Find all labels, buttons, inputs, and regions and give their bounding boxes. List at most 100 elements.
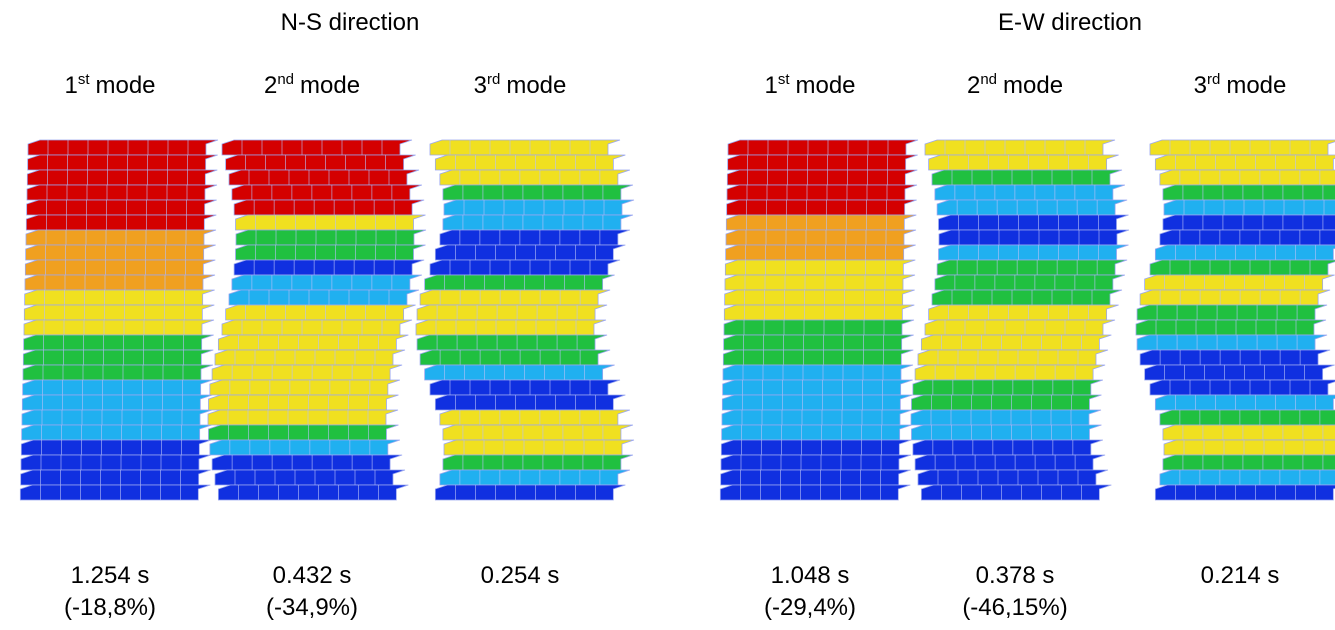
floor xyxy=(918,350,1108,365)
floor xyxy=(726,230,916,245)
floor xyxy=(939,230,1129,245)
floor xyxy=(229,170,419,185)
floor xyxy=(24,305,214,320)
floor xyxy=(726,245,916,260)
figure: N-S direction1stmode1.254 s(-18,8%)2ndmo… xyxy=(0,0,1335,630)
floor xyxy=(727,170,917,185)
floor xyxy=(208,425,398,440)
floor xyxy=(215,350,405,365)
floor xyxy=(25,290,215,305)
floor xyxy=(727,200,917,215)
mode-word: mode xyxy=(795,72,855,99)
floor xyxy=(212,455,402,470)
floor xyxy=(1163,425,1335,440)
mode-word: mode xyxy=(95,72,155,99)
floor xyxy=(425,365,615,380)
floor xyxy=(232,185,422,200)
floor xyxy=(23,350,213,365)
floor xyxy=(218,485,408,500)
mode-suffix: nd xyxy=(980,71,997,88)
floor xyxy=(929,305,1119,320)
floor xyxy=(232,275,422,290)
floor xyxy=(435,155,625,170)
floor xyxy=(918,470,1108,485)
floor xyxy=(416,320,606,335)
floor xyxy=(911,410,1101,425)
floor xyxy=(23,365,213,380)
floor xyxy=(939,215,1129,230)
floor xyxy=(440,470,630,485)
floor xyxy=(1150,380,1335,395)
floor xyxy=(1163,215,1335,230)
mode-word: mode xyxy=(1226,72,1286,99)
floor xyxy=(444,440,634,455)
floor xyxy=(911,425,1101,440)
floor xyxy=(720,485,910,500)
floor xyxy=(24,320,214,335)
period: 0.214 s xyxy=(1201,562,1280,589)
floor xyxy=(212,365,402,380)
floor xyxy=(26,230,216,245)
floor xyxy=(1140,350,1330,365)
floor xyxy=(435,245,625,260)
group-title: N-S direction xyxy=(281,9,420,36)
mode-number: 2 xyxy=(967,72,980,99)
floor xyxy=(430,140,620,155)
floor xyxy=(222,320,412,335)
mode-number: 1 xyxy=(64,72,77,99)
period-change: (-18,8%) xyxy=(64,594,156,621)
floor xyxy=(22,425,212,440)
floor xyxy=(724,335,914,350)
floor xyxy=(921,485,1111,500)
floor xyxy=(915,365,1105,380)
floor xyxy=(721,440,911,455)
floor xyxy=(420,350,610,365)
floor xyxy=(1155,485,1335,500)
floor xyxy=(722,425,912,440)
mode-suffix: st xyxy=(778,71,791,88)
floor xyxy=(722,395,912,410)
floor xyxy=(25,275,215,290)
period-change: (-29,4%) xyxy=(764,594,856,621)
mode-number: 3 xyxy=(474,72,487,99)
floor xyxy=(27,170,217,185)
floor xyxy=(27,185,217,200)
floor xyxy=(226,155,416,170)
floor xyxy=(425,275,615,290)
mode-word: mode xyxy=(1003,72,1063,99)
floor xyxy=(222,140,412,155)
floor xyxy=(1163,455,1335,470)
floor xyxy=(440,170,630,185)
floor xyxy=(1160,470,1335,485)
floor xyxy=(724,320,914,335)
floor xyxy=(435,485,625,500)
floor xyxy=(21,470,211,485)
floor xyxy=(932,290,1122,305)
building-model xyxy=(208,140,426,500)
floor xyxy=(1145,275,1335,290)
floor xyxy=(440,410,630,425)
floor xyxy=(443,215,633,230)
floor xyxy=(721,455,911,470)
floor xyxy=(728,140,918,155)
floor xyxy=(915,455,1105,470)
building-model xyxy=(911,140,1129,500)
floor xyxy=(440,230,630,245)
floor xyxy=(25,260,215,275)
floor xyxy=(23,380,213,395)
period: 1.048 s xyxy=(771,562,850,589)
floor xyxy=(1164,440,1335,455)
floor xyxy=(723,365,913,380)
floor xyxy=(21,455,211,470)
mode-word: mode xyxy=(506,72,566,99)
floor xyxy=(1160,230,1335,245)
mode-number: 2 xyxy=(264,72,277,99)
floor xyxy=(28,140,218,155)
mode-suffix: rd xyxy=(487,71,500,88)
period: 0.432 s xyxy=(273,562,352,589)
floor xyxy=(236,215,426,230)
